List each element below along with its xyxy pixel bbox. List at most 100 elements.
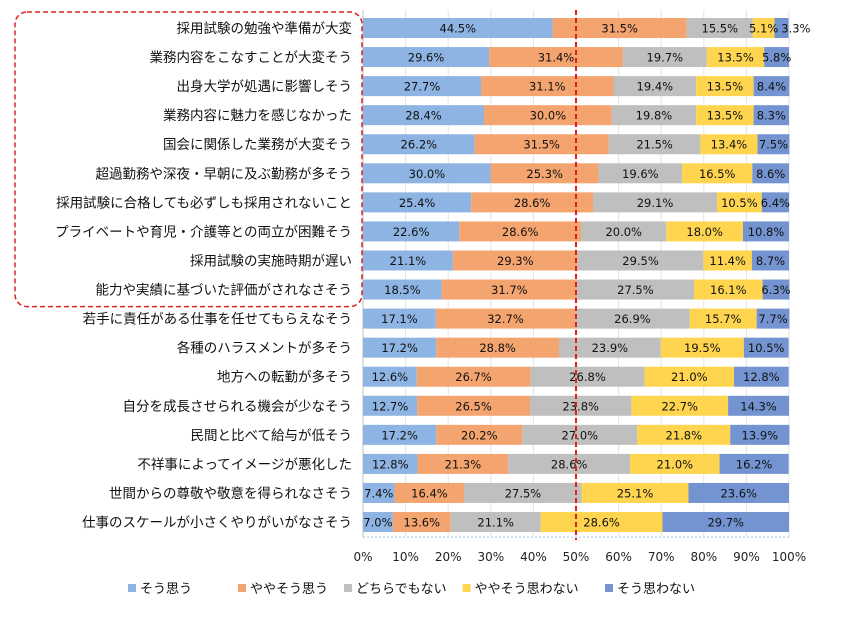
bar-segment <box>756 308 790 329</box>
category-label: 地方への転勤が多そう <box>217 369 352 386</box>
data-label: 21.0% <box>657 457 694 471</box>
category-label: 出身大学が処遇に影響しそう <box>177 78 353 95</box>
bar-segment <box>489 47 623 68</box>
legend-label: ややそう思わない <box>475 582 579 597</box>
bar-segment <box>688 482 789 503</box>
data-label: 10.5% <box>748 341 785 355</box>
data-label: 15.5% <box>702 22 739 36</box>
bar-segment <box>577 250 704 271</box>
data-label: 29.1% <box>637 196 674 210</box>
bar-segment <box>508 453 631 474</box>
bar-segment <box>598 163 683 184</box>
data-label: 14.3% <box>740 399 777 413</box>
legend-swatch <box>238 584 246 592</box>
bar-segment <box>774 18 789 38</box>
x-tick-label: 60% <box>605 550 632 564</box>
bar-segment <box>522 424 638 445</box>
bar-segment <box>363 134 475 155</box>
category-label: 業務内容に魅力を感じなかった <box>163 107 352 124</box>
bar-segment <box>558 337 661 358</box>
bar-segment <box>753 76 790 97</box>
bar-segment <box>363 512 393 533</box>
data-label: 30.0% <box>409 167 446 181</box>
bar-segment <box>631 395 729 416</box>
bar-segment <box>717 192 762 213</box>
bar-segment <box>644 366 735 387</box>
bar-segment <box>363 279 442 300</box>
bar-segment <box>703 250 752 271</box>
bar-segment <box>490 163 599 184</box>
bar-segment <box>728 395 789 416</box>
data-label: 44.5% <box>440 22 477 36</box>
data-label: 8.6% <box>756 167 785 181</box>
data-label: 32.7% <box>487 312 524 326</box>
legend-swatch <box>344 584 353 592</box>
category-label: 超過勤務や深夜・早朝に及ぶ勤務が多そう <box>96 165 353 182</box>
data-label: 19.8% <box>636 109 673 123</box>
bar-segment <box>734 366 789 387</box>
bar-segment <box>363 47 490 68</box>
bar-segment <box>662 512 789 533</box>
data-label: 8.7% <box>756 254 785 268</box>
gridlines <box>362 10 790 538</box>
category-label: 採用試験の勉強や準備が大変 <box>177 20 353 37</box>
bar-segment <box>363 105 484 126</box>
bar-segment <box>363 395 418 416</box>
data-label: 31.5% <box>523 138 560 152</box>
data-label: 22.7% <box>661 399 698 413</box>
data-label: 19.6% <box>622 167 659 181</box>
bar-segment <box>581 221 667 242</box>
bar-segment <box>637 424 731 445</box>
bar-segment <box>611 105 697 126</box>
category-label: 各種のハラスメントが多そう <box>177 340 352 357</box>
data-label: 16.1% <box>710 283 747 297</box>
data-label: 19.5% <box>684 341 721 355</box>
data-label: 22.6% <box>393 225 430 239</box>
x-tick-label: 100% <box>772 550 806 564</box>
category-label: 世間からの尊敬や敬意を得られなさそう <box>109 485 352 502</box>
bar-segment <box>751 250 789 271</box>
bar-segment <box>686 18 753 38</box>
bar-segment <box>689 308 757 329</box>
bar-segment <box>613 76 697 97</box>
data-label: 17.2% <box>381 341 418 355</box>
bar-segment <box>450 512 541 533</box>
x-tick-label: 70% <box>648 550 675 564</box>
data-label: 28.8% <box>479 341 516 355</box>
bar-segment <box>764 47 789 68</box>
data-label: 18.0% <box>686 225 723 239</box>
data-label: 28.6% <box>502 225 539 239</box>
bar-segment <box>752 18 775 38</box>
data-labels: 44.5% 31.5% 15.5% 5.1% 3.3% 29.6% 31.4% 19.7% 13… <box>363 22 810 530</box>
data-label: 21.1% <box>390 254 427 268</box>
data-label: 29.5% <box>622 254 659 268</box>
x-tick-label: 0% <box>353 550 372 564</box>
bar-segment <box>608 134 701 155</box>
data-label: 13.5% <box>717 51 754 65</box>
bar-segment <box>630 453 720 474</box>
bar-segment <box>363 308 436 329</box>
data-label: 10.8% <box>748 225 785 239</box>
bar-segment <box>540 512 663 533</box>
data-label: 21.3% <box>445 457 482 471</box>
bar-segment <box>452 250 578 271</box>
data-label: 7.5% <box>759 138 788 152</box>
bar-segment <box>459 221 582 242</box>
data-label: 29.6% <box>408 51 445 65</box>
data-label: 23.9% <box>592 341 629 355</box>
data-label: 26.2% <box>401 138 438 152</box>
data-label: 21.0% <box>671 370 708 384</box>
data-label: 23.6% <box>720 486 757 500</box>
bar-segment <box>575 308 690 329</box>
bar-segment <box>700 134 758 155</box>
x-tick-label: 40% <box>520 550 547 564</box>
bar-segment <box>730 424 790 445</box>
data-label: 31.7% <box>491 283 528 297</box>
data-label: 28.6% <box>583 516 620 530</box>
bar-segment <box>483 105 612 126</box>
category-label: 不祥事によってイメージが悪化した <box>137 457 352 473</box>
bar-segment <box>471 192 594 213</box>
bar-segment <box>363 250 453 271</box>
data-label: 21.8% <box>666 428 703 442</box>
data-label: 29.7% <box>707 516 744 530</box>
